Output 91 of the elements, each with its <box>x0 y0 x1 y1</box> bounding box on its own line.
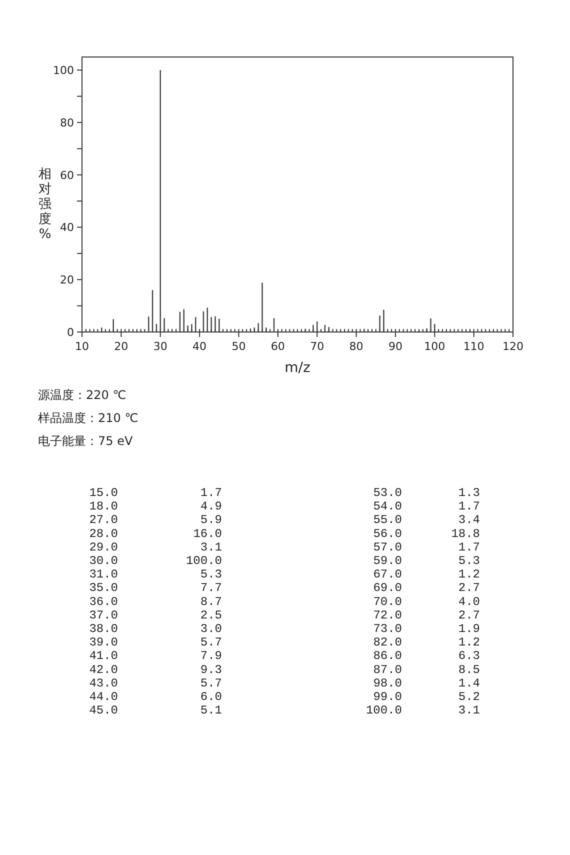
text: 53.0 <box>373 486 402 500</box>
text: 56.0 <box>373 526 402 541</box>
text: 1.7 <box>200 486 222 500</box>
y-tick-label: 60 <box>60 168 74 182</box>
text: 3.0 <box>200 622 222 636</box>
text: 39.0 <box>89 636 118 650</box>
text: 5.1 <box>200 704 222 718</box>
text: 27.0 <box>89 513 118 528</box>
text: 4.0 <box>458 594 480 609</box>
text: 28.0 <box>89 526 118 541</box>
x-tick-label: 20 <box>114 340 128 353</box>
text: 5.2 <box>458 690 480 704</box>
text: 1.2 <box>458 568 480 582</box>
text: 1.7 <box>458 540 480 554</box>
text: 57.0 <box>373 540 402 554</box>
text: 5.3 <box>200 568 222 582</box>
text: 源温度：220 ℃ <box>38 388 126 402</box>
text: 1.9 <box>458 622 480 636</box>
text: 2.7 <box>458 608 480 622</box>
text: 1.3 <box>458 486 480 500</box>
text: 31.0 <box>89 568 118 582</box>
text: 5.7 <box>200 636 222 650</box>
text: 73.0 <box>373 622 402 636</box>
text: 72.0 <box>373 608 402 622</box>
text: 4.9 <box>200 500 222 514</box>
x-tick-label: 80 <box>349 340 364 353</box>
x-tick-label: 30 <box>153 340 168 353</box>
text: 99.0 <box>373 690 402 704</box>
text: 2.5 <box>200 608 222 622</box>
text: 86.0 <box>373 649 402 664</box>
text: 7.7 <box>200 581 222 596</box>
text: 35.0 <box>89 581 118 596</box>
text: 5.9 <box>200 513 222 528</box>
x-tick-label: 60 <box>270 340 285 353</box>
text: 3.4 <box>458 513 480 528</box>
text: 70.0 <box>373 594 402 609</box>
text: 54.0 <box>373 500 402 514</box>
x-tick-label: 10 <box>75 340 89 353</box>
text: 5.3 <box>458 554 480 568</box>
text: 29.0 <box>89 540 118 554</box>
text: 87.0 <box>373 662 402 677</box>
text: 2.7 <box>458 581 480 596</box>
text: 电子能量：75 eV <box>38 434 134 448</box>
text: 44.0 <box>89 690 118 704</box>
y-axis-title: 相对强度% <box>38 167 52 242</box>
text: 36.0 <box>89 594 118 609</box>
text: 18.8 <box>451 526 480 541</box>
text: 16.0 <box>193 526 222 541</box>
text: 38.0 <box>89 622 118 636</box>
text: 37.0 <box>89 608 118 622</box>
x-tick-label: 40 <box>192 340 207 353</box>
text: 59.0 <box>373 554 402 568</box>
y-tick-label: 80 <box>60 116 74 130</box>
text: 9.3 <box>200 662 222 677</box>
y-tick-label: 100 <box>53 64 74 78</box>
y-tick-label: 20 <box>60 274 74 287</box>
text: 1.2 <box>458 636 480 650</box>
text: 69.0 <box>373 581 402 596</box>
text: 30.0 <box>89 554 118 568</box>
text: 100.0 <box>366 704 402 718</box>
text: 18.0 <box>89 500 118 514</box>
x-tick-label: 90 <box>388 340 402 353</box>
text: 1.4 <box>458 676 480 690</box>
text: 98.0 <box>373 676 402 690</box>
x-tick-label: 70 <box>310 340 324 353</box>
text: 8.5 <box>458 662 480 677</box>
text: 82.0 <box>373 636 402 650</box>
x-tick-label: 100 <box>424 340 446 353</box>
text: 55.0 <box>373 513 402 528</box>
text: 15.0 <box>89 486 118 500</box>
text: 7.9 <box>200 649 222 664</box>
x-tick-label: 120 <box>502 340 524 353</box>
x-tick-label: 50 <box>232 340 246 353</box>
text: 6.3 <box>458 649 480 664</box>
text: 8.7 <box>200 594 222 609</box>
text: 67.0 <box>373 568 402 582</box>
text: 3.1 <box>200 540 222 554</box>
y-tick-label: 0 <box>67 326 74 339</box>
text: 3.1 <box>458 704 480 718</box>
y-tick-label: 40 <box>60 221 74 234</box>
text: 41.0 <box>89 649 118 664</box>
text: 1.7 <box>458 500 480 514</box>
text: 43.0 <box>89 676 118 690</box>
text: 样品温度：210 ℃ <box>38 411 138 425</box>
text: 45.0 <box>89 704 118 718</box>
text: 100.0 <box>186 554 222 568</box>
x-tick-label: 110 <box>463 340 484 353</box>
x-axis-title: m/z <box>284 360 310 376</box>
text: 42.0 <box>89 662 118 677</box>
text: 6.0 <box>200 690 222 704</box>
text: 5.7 <box>200 676 222 690</box>
